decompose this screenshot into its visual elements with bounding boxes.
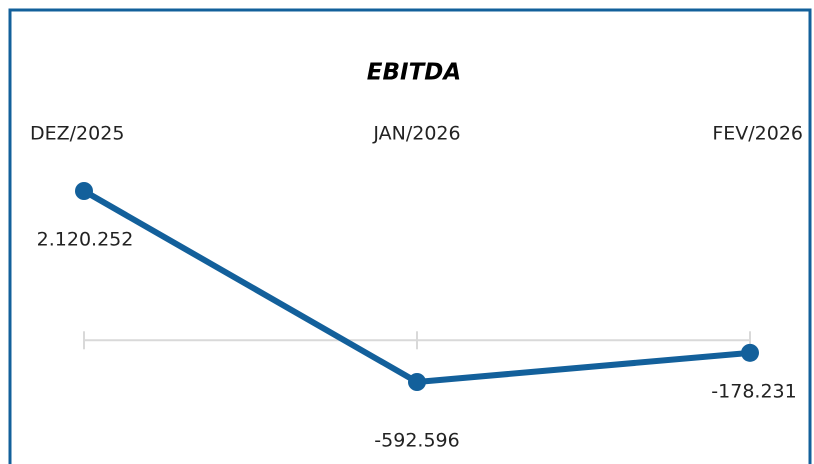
point <box>408 373 426 391</box>
frame <box>8 8 812 464</box>
data-label: 2.120.252 <box>37 229 134 251</box>
x-tick-label: FEV/2026 <box>712 123 803 145</box>
x-tick-label: JAN/2026 <box>372 123 460 145</box>
chart-title: EBITDA <box>367 60 461 86</box>
data-label: -178.231 <box>711 381 796 403</box>
point <box>741 343 759 362</box>
x-tick-label: DEZ/2025 <box>30 123 124 145</box>
data-label: -592.596 <box>374 430 459 452</box>
point <box>75 182 93 200</box>
